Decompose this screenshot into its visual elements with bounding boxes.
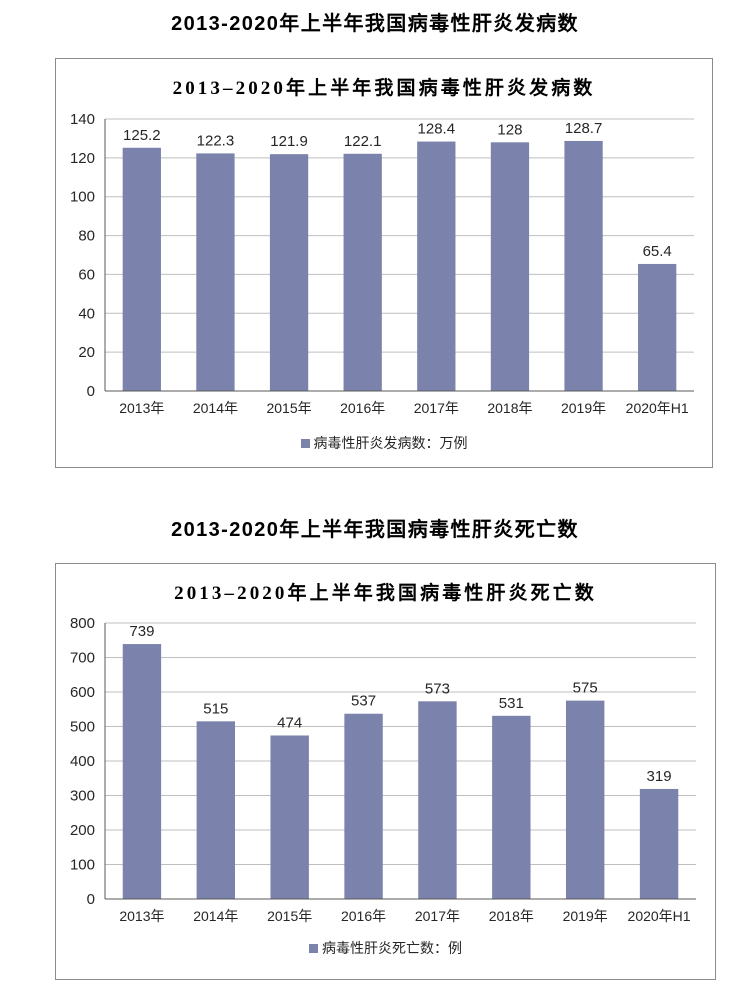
svg-text:2014年: 2014年 [193, 400, 238, 416]
svg-text:300: 300 [70, 788, 95, 805]
svg-text:2015年: 2015年 [267, 908, 312, 924]
svg-text:2020年H1: 2020年H1 [628, 908, 691, 924]
svg-text:2017年: 2017年 [414, 400, 459, 416]
svg-text:2014年: 2014年 [193, 908, 238, 924]
svg-text:120: 120 [70, 150, 95, 167]
svg-text:128.7: 128.7 [565, 120, 603, 137]
svg-text:100: 100 [70, 189, 95, 206]
svg-text:2018年: 2018年 [487, 400, 532, 416]
svg-text:573: 573 [425, 680, 450, 697]
svg-text:2017年: 2017年 [415, 908, 460, 924]
svg-text:80: 80 [78, 228, 95, 245]
svg-text:531: 531 [499, 695, 524, 712]
svg-text:2018年: 2018年 [489, 908, 534, 924]
svg-text:474: 474 [277, 714, 302, 731]
svg-text:128: 128 [497, 121, 522, 138]
svg-text:65.4: 65.4 [643, 243, 672, 260]
svg-text:122.1: 122.1 [344, 133, 382, 150]
svg-text:2020年H1: 2020年H1 [626, 400, 689, 416]
svg-text:2015年: 2015年 [266, 400, 311, 416]
svg-text:319: 319 [647, 768, 672, 785]
svg-text:739: 739 [129, 623, 154, 640]
svg-text:140: 140 [70, 111, 95, 128]
svg-text:600: 600 [70, 684, 95, 701]
svg-text:2013年: 2013年 [119, 908, 164, 924]
svg-text:800: 800 [70, 615, 95, 632]
svg-text:2016年: 2016年 [341, 908, 386, 924]
svg-text:2016年: 2016年 [340, 400, 385, 416]
svg-text:400: 400 [70, 753, 95, 770]
svg-text:40: 40 [78, 305, 95, 322]
svg-text:575: 575 [573, 680, 598, 697]
svg-text:515: 515 [203, 700, 228, 717]
svg-text:0: 0 [87, 891, 95, 908]
svg-text:500: 500 [70, 719, 95, 736]
svg-text:121.9: 121.9 [270, 133, 308, 150]
svg-text:128.4: 128.4 [418, 121, 456, 138]
svg-text:125.2: 125.2 [123, 127, 161, 144]
svg-text:60: 60 [78, 266, 95, 283]
svg-text:100: 100 [70, 857, 95, 874]
svg-text:122.3: 122.3 [197, 132, 235, 149]
svg-text:2013年: 2013年 [119, 400, 164, 416]
svg-text:2019年: 2019年 [561, 400, 606, 416]
svg-text:700: 700 [70, 650, 95, 667]
svg-text:0: 0 [87, 383, 95, 400]
svg-text:200: 200 [70, 822, 95, 839]
svg-text:537: 537 [351, 693, 376, 710]
svg-text:2019年: 2019年 [563, 908, 608, 924]
svg-text:20: 20 [78, 344, 95, 361]
